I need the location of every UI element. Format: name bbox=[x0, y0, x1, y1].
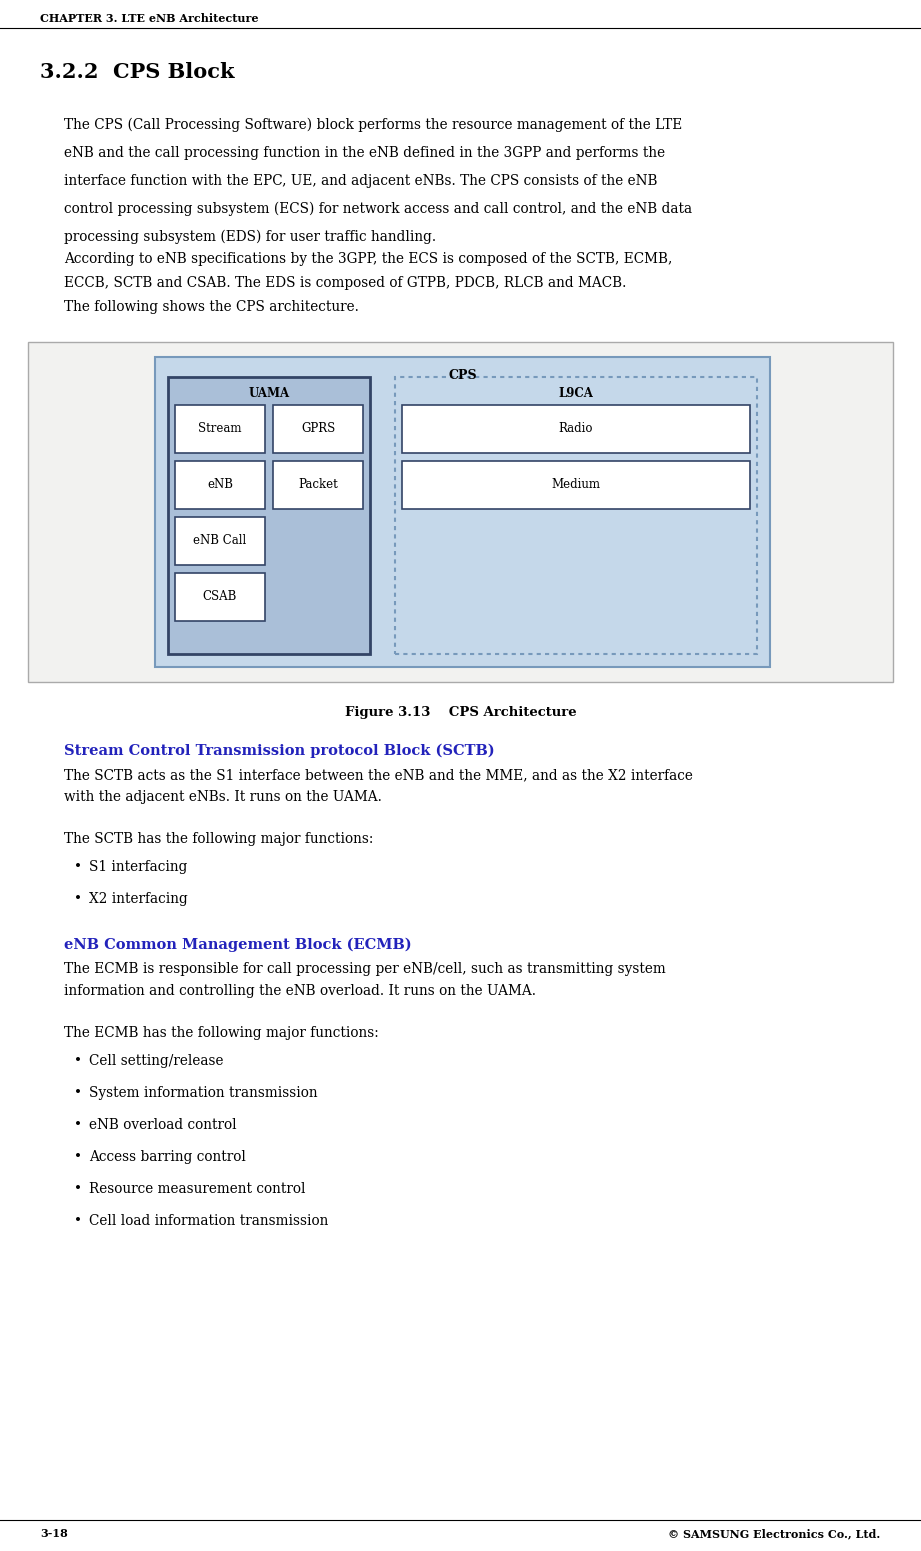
Text: CHAPTER 3. LTE eNB Architecture: CHAPTER 3. LTE eNB Architecture bbox=[40, 12, 259, 23]
Text: L9CA: L9CA bbox=[558, 388, 593, 400]
Bar bbox=[402, 405, 750, 453]
Text: According to eNB specifications by the 3GPP, the ECS is composed of the SCTB, EC: According to eNB specifications by the 3… bbox=[64, 251, 672, 267]
Text: eNB Call: eNB Call bbox=[193, 535, 247, 548]
Text: The SCTB acts as the S1 interface between the eNB and the MME, and as the X2 int: The SCTB acts as the S1 interface betwee… bbox=[64, 768, 693, 782]
Bar bbox=[175, 405, 265, 453]
Text: •: • bbox=[74, 892, 82, 906]
Text: information and controlling the eNB overload. It runs on the UAMA.: information and controlling the eNB over… bbox=[64, 983, 536, 997]
Text: eNB overload control: eNB overload control bbox=[89, 1118, 237, 1132]
Text: •: • bbox=[74, 1118, 82, 1132]
Text: UAMA: UAMA bbox=[249, 388, 289, 400]
Text: CPS: CPS bbox=[449, 369, 477, 382]
Text: GPRS: GPRS bbox=[301, 422, 335, 436]
Text: The ECMB has the following major functions:: The ECMB has the following major functio… bbox=[64, 1027, 379, 1041]
Bar bbox=[175, 461, 265, 509]
Bar bbox=[395, 377, 757, 655]
Text: Packet: Packet bbox=[298, 479, 338, 492]
Text: •: • bbox=[74, 859, 82, 875]
Text: The ECMB is responsible for call processing per eNB/cell, such as transmitting s: The ECMB is responsible for call process… bbox=[64, 962, 666, 976]
Bar bbox=[175, 516, 265, 565]
Text: •: • bbox=[74, 1214, 82, 1228]
Text: processing subsystem (EDS) for user traffic handling.: processing subsystem (EDS) for user traf… bbox=[64, 230, 437, 245]
Text: CSAB: CSAB bbox=[203, 591, 238, 603]
Text: 3-18: 3-18 bbox=[40, 1528, 68, 1539]
Text: •: • bbox=[74, 1149, 82, 1163]
Text: •: • bbox=[74, 1086, 82, 1100]
Text: •: • bbox=[74, 1055, 82, 1069]
Text: •: • bbox=[74, 1182, 82, 1196]
Text: Medium: Medium bbox=[552, 479, 600, 492]
Text: eNB Common Management Block (ECMB): eNB Common Management Block (ECMB) bbox=[64, 938, 412, 952]
Text: ECCB, SCTB and CSAB. The EDS is composed of GTPB, PDCB, RLCB and MACB.: ECCB, SCTB and CSAB. The EDS is composed… bbox=[64, 276, 626, 290]
Text: Cell load information transmission: Cell load information transmission bbox=[89, 1214, 329, 1228]
Text: Radio: Radio bbox=[559, 422, 593, 436]
Text: The SCTB has the following major functions:: The SCTB has the following major functio… bbox=[64, 831, 373, 845]
Text: Access barring control: Access barring control bbox=[89, 1149, 246, 1163]
Text: X2 interfacing: X2 interfacing bbox=[89, 892, 188, 906]
Bar bbox=[175, 572, 265, 620]
Text: System information transmission: System information transmission bbox=[89, 1086, 318, 1100]
Bar bbox=[155, 357, 770, 667]
Text: Cell setting/release: Cell setting/release bbox=[89, 1055, 224, 1069]
Text: Resource measurement control: Resource measurement control bbox=[89, 1182, 306, 1196]
Text: control processing subsystem (ECS) for network access and call control, and the : control processing subsystem (ECS) for n… bbox=[64, 202, 692, 217]
Text: eNB: eNB bbox=[207, 479, 233, 492]
Text: Stream Control Transmission protocol Block (SCTB): Stream Control Transmission protocol Blo… bbox=[64, 744, 495, 758]
Text: S1 interfacing: S1 interfacing bbox=[89, 859, 187, 875]
Text: interface function with the EPC, UE, and adjacent eNBs. The CPS consists of the : interface function with the EPC, UE, and… bbox=[64, 174, 658, 188]
Text: eNB and the call processing function in the eNB defined in the 3GPP and performs: eNB and the call processing function in … bbox=[64, 146, 665, 160]
Text: with the adjacent eNBs. It runs on the UAMA.: with the adjacent eNBs. It runs on the U… bbox=[64, 789, 382, 803]
Bar bbox=[273, 405, 363, 453]
Bar bbox=[28, 343, 893, 682]
Text: Stream: Stream bbox=[198, 422, 241, 436]
Text: Figure 3.13    CPS Architecture: Figure 3.13 CPS Architecture bbox=[344, 706, 577, 720]
Text: The following shows the CPS architecture.: The following shows the CPS architecture… bbox=[64, 299, 359, 313]
Text: The CPS (Call Processing Software) block performs the resource management of the: The CPS (Call Processing Software) block… bbox=[64, 118, 682, 132]
Bar bbox=[273, 461, 363, 509]
Bar bbox=[168, 377, 370, 655]
Bar bbox=[402, 461, 750, 509]
Text: © SAMSUNG Electronics Co., Ltd.: © SAMSUNG Electronics Co., Ltd. bbox=[668, 1528, 880, 1539]
Text: 3.2.2  CPS Block: 3.2.2 CPS Block bbox=[40, 62, 235, 82]
